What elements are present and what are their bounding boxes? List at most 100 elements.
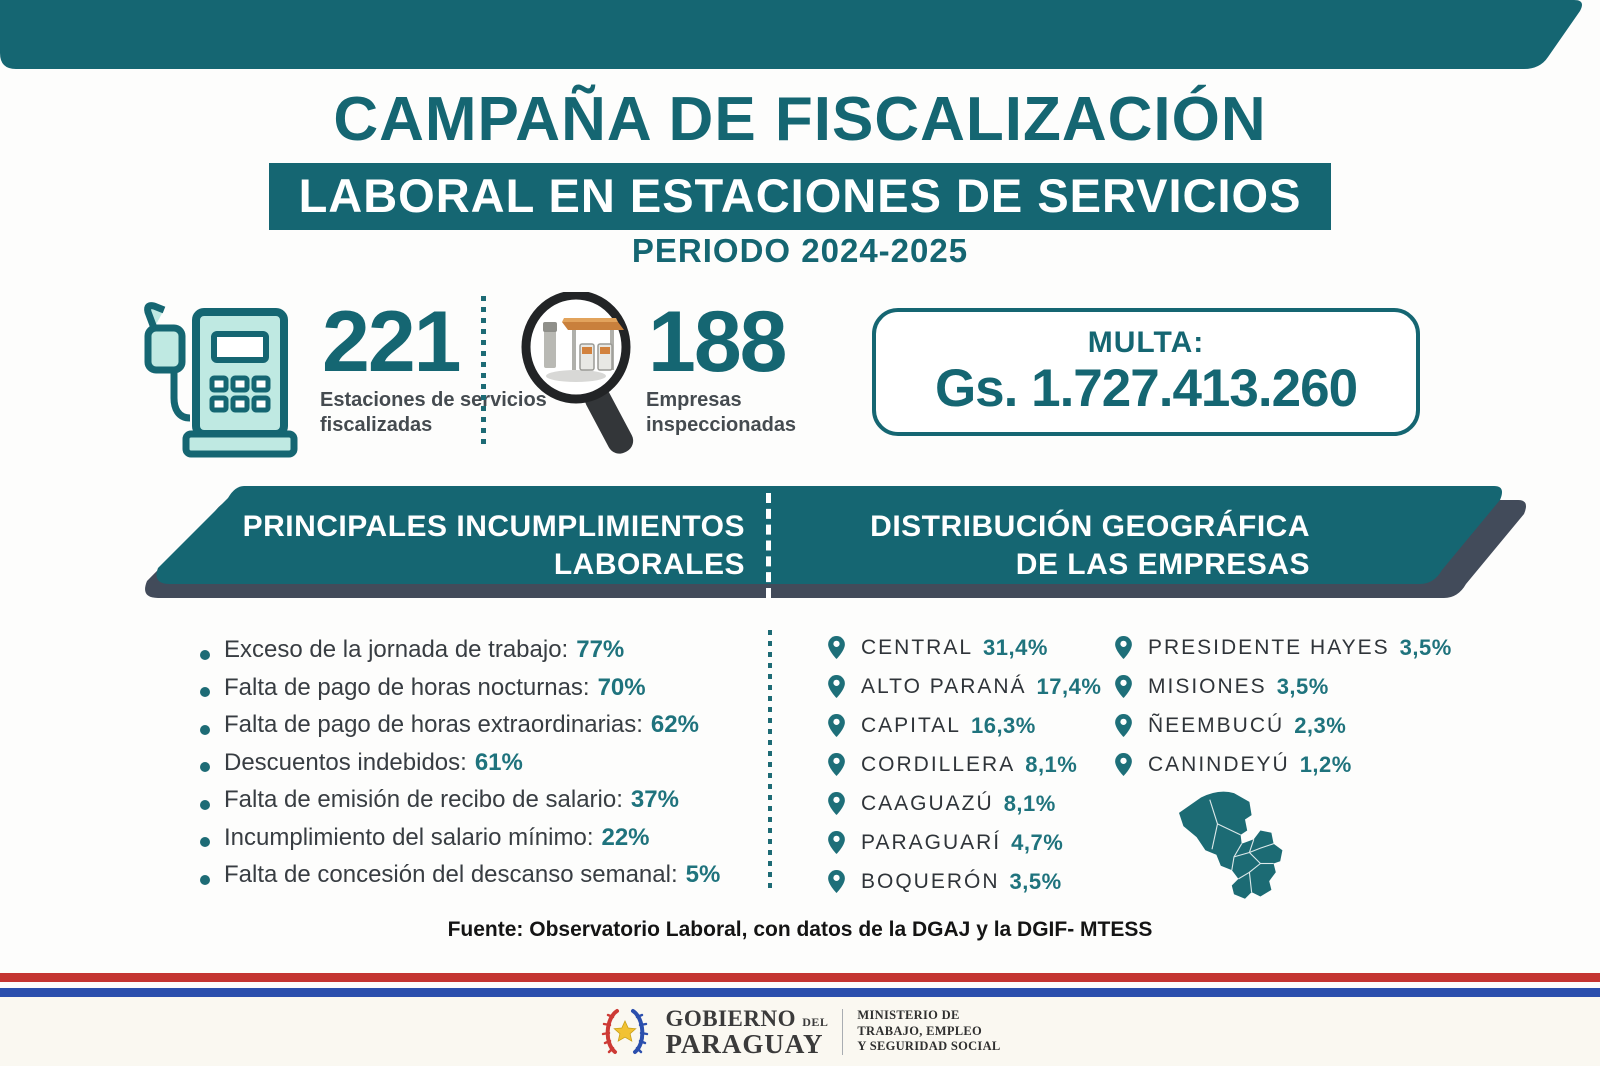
department-name: MISIONES	[1148, 674, 1267, 698]
department-value: 2,3%	[1294, 712, 1347, 738]
department-name: ALTO PARANÁ	[861, 674, 1027, 698]
geography-list-col2: PRESIDENTE HAYES 3,5% MISIONES 3,5% ÑEEMBU…	[1115, 628, 1452, 784]
stat-label-estaciones: Estaciones de servicios fiscalizadas	[320, 389, 547, 436]
list-item: CANINDEYÚ 1,2%	[1115, 745, 1452, 784]
bullet-icon	[200, 762, 210, 773]
location-pin-icon	[828, 870, 845, 893]
violation-label: Falta de pago de horas extraordinarias:	[224, 711, 643, 738]
location-pin-icon	[1115, 753, 1132, 776]
department-name: CORDILLERA	[861, 752, 1016, 776]
department-name: CAAGUAZÚ	[861, 791, 994, 815]
footer: GOBIERNO DEL PARAGUAY MINISTERIO DE TRAB…	[0, 997, 1600, 1066]
department-value: 3,5%	[1009, 868, 1062, 894]
violation-label: Falta de emisión de recibo de salario:	[224, 786, 623, 813]
fuel-pump-icon	[144, 302, 298, 458]
violation-value: 70%	[597, 673, 646, 701]
department-name: BOQUERÓN	[861, 869, 1000, 893]
violation-label: Falta de pago de horas nocturnas:	[224, 673, 590, 701]
logo-divider	[842, 1008, 844, 1055]
location-pin-icon	[1115, 675, 1132, 698]
bullet-icon	[200, 799, 210, 810]
flag-red-stripe	[0, 973, 1600, 982]
list-item: CORDILLERA 8,1%	[828, 745, 1101, 784]
violation-value: 77%	[576, 636, 625, 663]
department-name: ÑEEMBUCÚ	[1148, 713, 1285, 737]
department-value: 8,1%	[1025, 751, 1078, 777]
department-value: 8,1%	[1003, 790, 1056, 816]
list-item: Incumplimiento del salario mínimo: 22%	[200, 824, 760, 862]
department-name: CENTRAL	[861, 635, 974, 659]
violation-value: 61%	[474, 748, 523, 776]
period-label: PERIODO 2024-2025	[631, 232, 969, 269]
location-pin-icon	[1115, 636, 1132, 659]
gobierno-word: GOBIERNO	[665, 1006, 796, 1031]
location-pin-icon	[1115, 714, 1132, 737]
bullet-icon	[200, 649, 210, 660]
paraguay-government-emblem	[602, 1008, 649, 1054]
location-pin-icon	[828, 753, 845, 776]
department-name: PRESIDENTE HAYES	[1148, 635, 1390, 659]
department-name: CANINDEYÚ	[1148, 752, 1290, 776]
department-value: 3,5%	[1276, 673, 1329, 699]
fine-box: MULTA: Gs. 1.727.413.260	[872, 308, 1420, 436]
list-item: ÑEEMBUCÚ 2,3%	[1115, 706, 1452, 745]
bullet-icon	[200, 687, 210, 698]
stat-label-empresas: Empresas inspeccionadas	[646, 389, 797, 436]
magnifier-gas-station-icon	[521, 292, 634, 454]
geography-title-line2: DE LAS EMPRESAS	[1015, 548, 1310, 581]
department-name: PARAGUARÍ	[861, 830, 1002, 854]
department-value: 3,5%	[1399, 634, 1452, 660]
flag-blue-stripe	[0, 988, 1600, 997]
department-value: 17,4%	[1036, 673, 1102, 699]
department-value: 16,3%	[970, 712, 1036, 738]
violations-title-line2: LABORALES	[553, 548, 745, 581]
stats-divider	[481, 296, 486, 448]
list-item: MISIONES 3,5%	[1115, 667, 1452, 706]
list-item: BOQUERÓN 3,5%	[828, 862, 1101, 901]
ministry-line: MINISTERIO DE	[857, 1008, 960, 1023]
violations-title-line1: PRINCIPALES INCUMPLIMIENTOS	[242, 510, 745, 543]
department-value: 1,2%	[1299, 751, 1352, 777]
list-item: Exceso de la jornada de trabajo: 77%	[200, 636, 760, 674]
department-value: 31,4%	[983, 634, 1048, 660]
page-subtitle: LABORAL EN ESTACIONES DE SERVICIOS	[268, 163, 1332, 230]
department-name: CAPITAL	[861, 713, 961, 737]
gobierno-paraguay-wordmark: GOBIERNO DEL PARAGUAY	[665, 1006, 829, 1059]
department-value: 4,7%	[1011, 829, 1064, 855]
violations-list: Exceso de la jornada de trabajo: 77% Falt…	[200, 636, 760, 899]
fine-amount: Gs. 1.727.413.260	[934, 359, 1358, 418]
list-item: PRESIDENTE HAYES 3,5%	[1115, 628, 1452, 667]
stat-value-estaciones: 221	[322, 294, 461, 390]
page-subtitle-band: LABORAL EN ESTACIONES DE SERVICIOS	[0, 163, 1600, 230]
source-note: Fuente: Observatorio Laboral, con datos …	[447, 918, 1153, 941]
geography-title-line1: DISTRIBUCIÓN GEOGRÁFICA	[870, 510, 1310, 543]
government-logo: GOBIERNO DEL PARAGUAY MINISTERIO DE TRAB…	[599, 1005, 1000, 1059]
location-pin-icon	[828, 675, 845, 698]
violation-label: Exceso de la jornada de trabajo:	[224, 636, 569, 663]
geography-banner	[774, 486, 1526, 598]
ministry-line: TRABAJO, EMPLEO	[857, 1023, 983, 1038]
list-item: CENTRAL 31,4%	[828, 628, 1101, 667]
banner-center-divider	[766, 493, 771, 598]
violation-label: Incumplimiento del salario mínimo:	[224, 823, 594, 851]
page-title: CAMPAÑA DE FISCALIZACIÓN	[333, 85, 1267, 154]
list-item: Falta de concesión del descanso semanal:…	[200, 861, 760, 899]
top-banner-bar	[0, 0, 1582, 69]
ministry-wordmark: MINISTERIO DE TRABAJO, EMPLEO Y SEGURIDA…	[857, 1008, 1000, 1055]
lists-center-divider	[768, 630, 772, 890]
geography-list-col1: CENTRAL 31,4% ALTO PARANÁ 17,4% CAPITAL 16,…	[828, 628, 1101, 901]
violations-banner	[145, 486, 774, 598]
paraguay-word: PARAGUAY	[665, 1029, 824, 1059]
bullet-icon	[200, 724, 210, 735]
bullet-icon	[200, 874, 210, 885]
list-item: Falta de pago de horas nocturnas: 70%	[200, 674, 760, 712]
del-word: DEL	[802, 1015, 829, 1029]
list-item: ALTO PARANÁ 17,4%	[828, 667, 1101, 706]
list-item: CAPITAL 16,3%	[828, 706, 1101, 745]
paraguay-map	[1179, 791, 1283, 899]
location-pin-icon	[828, 636, 845, 659]
stat-value-empresas: 188	[648, 294, 787, 390]
fine-label: MULTA:	[1087, 326, 1205, 359]
list-item: Falta de pago de horas extraordinarias: 6…	[200, 711, 760, 749]
